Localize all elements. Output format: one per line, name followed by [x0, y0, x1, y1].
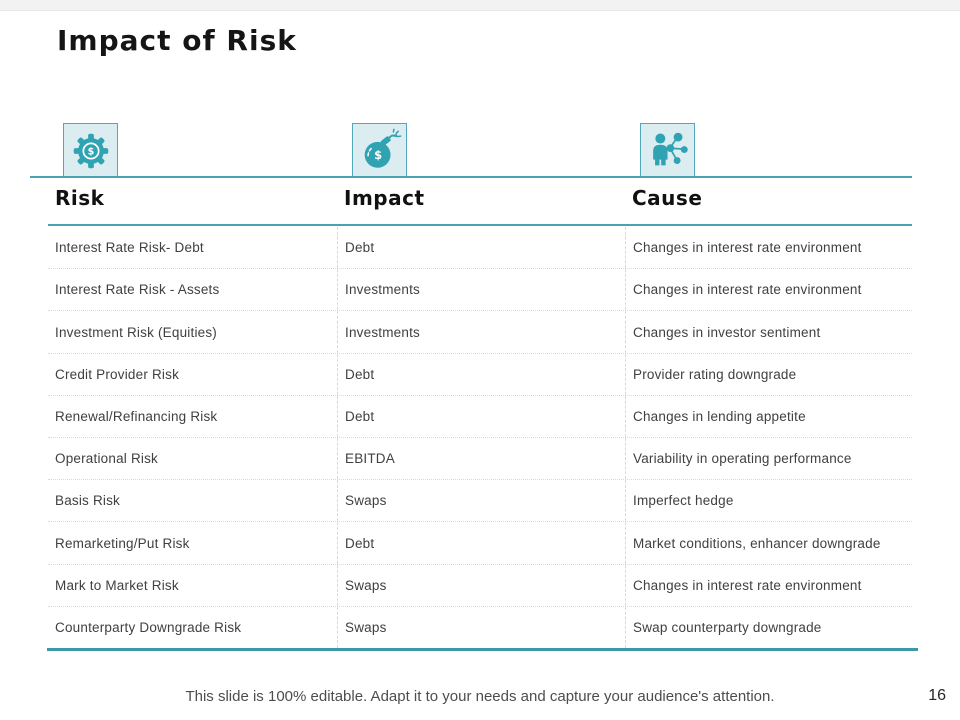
- column-header-impact: Impact: [344, 186, 425, 210]
- column-header-risk: Risk: [55, 186, 105, 210]
- cell-risk: Renewal/Refinancing Risk: [55, 408, 218, 424]
- table-header-row: Risk Impact Cause: [48, 186, 912, 222]
- cell-impact: Debt: [337, 395, 625, 438]
- cell-cause: Swap counterparty downgrade: [625, 606, 912, 649]
- column-header-cause: Cause: [632, 186, 703, 210]
- cell-cause: Changes in lending appetite: [625, 395, 912, 438]
- page-number: 16: [928, 687, 946, 704]
- table-row: Renewal/Refinancing Risk Debt Changes in l…: [48, 395, 912, 439]
- table-row: Basis Risk Swaps Imperfect hedge: [48, 480, 912, 523]
- table-row: Operational Risk EBITDA Variability in ope…: [48, 438, 912, 481]
- money-bomb-icon: $: [364, 128, 401, 168]
- gear-dollar-icon: $: [73, 133, 108, 168]
- table-row: Credit Provider Risk Debt Provider rating …: [48, 353, 912, 396]
- cell-cause: Imperfect hedge: [625, 480, 912, 522]
- person-network-icon-box: [640, 123, 695, 178]
- money-bomb-icon-box: $: [352, 123, 407, 178]
- cell-impact: Debt: [337, 227, 625, 269]
- cell-impact: Swaps: [337, 480, 625, 522]
- cell-risk: Credit Provider Risk: [55, 366, 180, 382]
- table-bottom-line: [47, 648, 918, 651]
- svg-text:$: $: [374, 148, 382, 162]
- table-row: Remarketing/Put Risk Debt Market condition…: [48, 522, 912, 565]
- cell-cause: Provider rating downgrade: [625, 353, 912, 395]
- cell-cause: Changes in interest rate environment: [625, 269, 912, 311]
- cell-cause: Market conditions, enhancer downgrade: [625, 522, 912, 564]
- cell-risk: Operational Risk: [55, 451, 158, 467]
- cell-risk: Basis Risk: [55, 493, 121, 509]
- cell-impact: Investments: [337, 269, 625, 311]
- person-network-icon: [652, 132, 688, 165]
- cell-cause: Changes in interest rate environment: [625, 564, 912, 606]
- cell-risk: Mark to Market Risk: [55, 577, 179, 593]
- cell-cause: Changes in investor sentiment: [625, 311, 912, 353]
- table-row: Investment Risk (Equities) Investments Cha…: [48, 311, 912, 354]
- cell-risk: Investment Risk (Equities): [55, 324, 217, 340]
- table-row: Counterparty Downgrade Risk Swaps Swap cou…: [48, 606, 912, 649]
- cell-risk: Counterparty Downgrade Risk: [55, 619, 242, 635]
- cell-cause: Changes in interest rate environment: [625, 227, 912, 269]
- cell-impact: Swaps: [337, 606, 625, 649]
- table-row: Interest Rate Risk- Debt Debt Changes in i…: [48, 227, 912, 270]
- icons-divider-line: [30, 176, 912, 178]
- table-row: Mark to Market Risk Swaps Changes in inter…: [48, 564, 912, 607]
- cell-impact: Debt: [337, 353, 625, 395]
- cell-risk: Interest Rate Risk- Debt: [55, 240, 204, 256]
- cell-impact: EBITDA: [337, 438, 625, 480]
- cell-cause: Variability in operating performance: [625, 438, 912, 480]
- cell-risk: Interest Rate Risk - Assets: [55, 282, 220, 298]
- page-title: Impact of Risk: [57, 24, 297, 57]
- footer-note: This slide is 100% editable. Adapt it to…: [185, 688, 775, 705]
- table-row: Interest Rate Risk - Assets Investments Ch…: [48, 269, 912, 312]
- cell-impact: Investments: [337, 311, 625, 353]
- risk-table-body: Interest Rate Risk- Debt Debt Changes in i…: [48, 227, 912, 649]
- cell-impact: Debt: [337, 522, 625, 564]
- cell-impact: Swaps: [337, 564, 625, 606]
- cell-risk: Remarketing/Put Risk: [55, 535, 190, 551]
- svg-text:$: $: [87, 146, 94, 157]
- gear-dollar-icon-box: $: [63, 123, 118, 178]
- table-header-underline: [48, 224, 912, 226]
- top-strip: [0, 0, 960, 11]
